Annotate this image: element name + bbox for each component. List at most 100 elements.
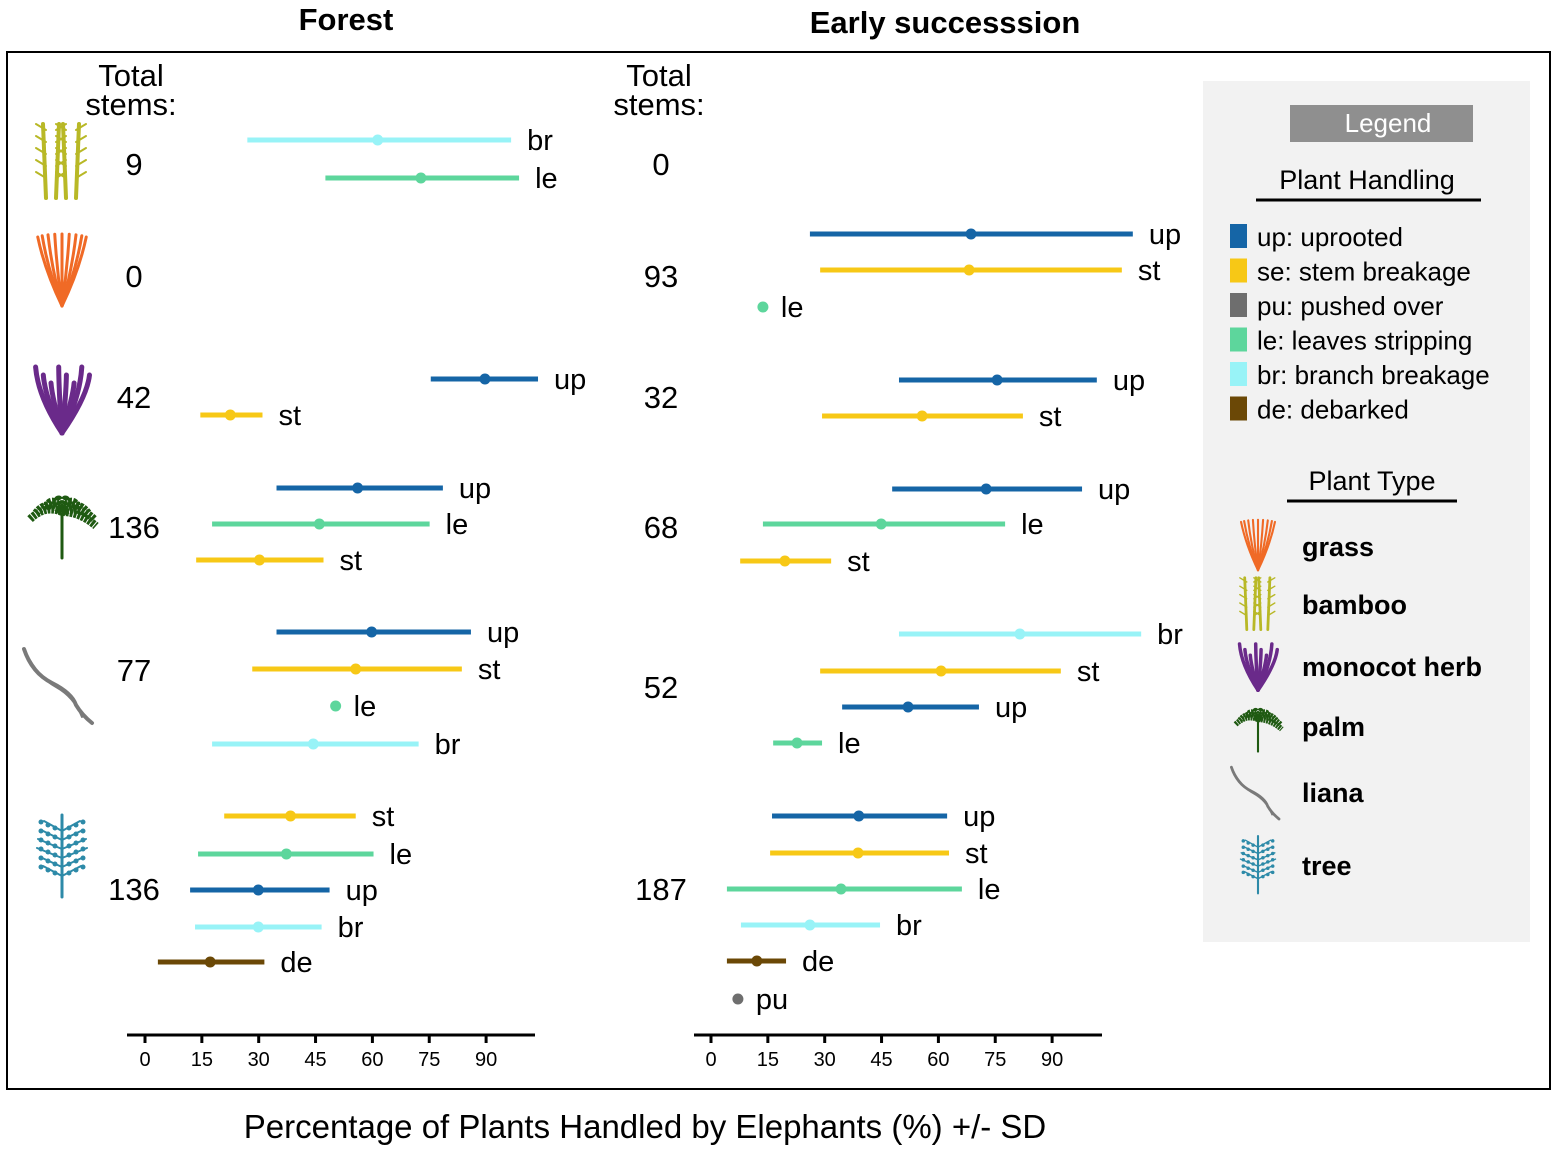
handling-label: le [535,163,558,195]
bamboo-icon [35,122,87,200]
handling-label: st [1039,401,1062,433]
total-stems-value: 9 [125,147,142,182]
legend-label: se: stem breakage [1257,257,1471,287]
panel-title-early: Early successsion [810,5,1081,40]
x-tick-label: 45 [870,1049,892,1071]
handling-label: st [1138,255,1161,287]
panel-forest: Total stems: 0 15 30 45 60 75 90 9 br le 0 42 up st 136 u… [22,58,586,1071]
handling-label: up [1113,365,1145,397]
monocot-herb-icon [1237,642,1279,692]
legend-type-label: bamboo [1302,590,1407,620]
mean-point-up [980,483,992,495]
group-bamboo: 9 br le [35,122,558,200]
legend-label: br: branch breakage [1257,360,1490,390]
handling-label: st [372,801,395,833]
mean-point-st [285,810,297,822]
x-tick-label: 30 [248,1049,270,1071]
legend-swatch [1230,362,1247,386]
total-stems-label: Total stems: [613,58,704,122]
x-tick-label: 0 [139,1049,150,1071]
x-tick-label: 15 [757,1049,779,1071]
mean-point-le [875,518,887,530]
total-stems-value: 77 [117,653,151,688]
legend-type-label: palm [1302,712,1365,742]
mean-point-up [902,701,914,713]
mean-point-br [804,919,816,931]
legend-background [1203,81,1530,942]
handling-label: st [1077,656,1100,688]
legend-label: de: debarked [1257,395,1409,425]
handling-label: up [487,617,519,649]
group-grass: 0 [36,232,143,308]
legend-swatch [1230,293,1247,317]
monocot-herb-icon [33,364,92,436]
panel-title-forest: Forest [299,2,394,37]
plot-frame [6,51,1551,1090]
legend-item-st: se: stem breakage [1230,257,1471,287]
mean-point-le [330,700,342,712]
mean-point-st [916,410,928,422]
legend-swatch [1230,258,1247,283]
handling-label: up [554,364,586,396]
mean-point-le [791,737,803,749]
mean-point-up [352,482,364,494]
group-palm: 68 up le st [644,474,1131,578]
total-stems-value: 136 [108,510,160,545]
mean-point-st [253,554,265,566]
total-stems-value: 93 [644,259,678,294]
legend-title-box [1290,105,1473,142]
mean-point-st [935,665,947,677]
mean-point-le [835,883,847,895]
legend-label: pu: pushed over [1257,291,1444,321]
x-tick-label: 75 [984,1049,1006,1071]
palm-icon [1233,707,1284,753]
liana-icon [1230,765,1281,821]
x-tick-label: 90 [1041,1049,1063,1071]
group-liana: 77 up st le br [22,617,519,761]
group-monocot-herb: 32 up st [644,365,1145,433]
handling-label: le [1021,509,1044,541]
mean-point-up [252,884,264,896]
handling-label: br [896,910,922,942]
legend-item-de: de: debarked [1230,395,1409,425]
x-tick-label: 45 [304,1049,326,1071]
legend-type-grass: grass [1239,518,1374,572]
x-tick-label: 90 [475,1049,497,1071]
mean-point-st [963,264,975,276]
legend-label: up: uprooted [1257,222,1403,252]
mean-point-de [751,955,763,967]
legend-type-label: monocot herb [1302,652,1482,682]
tree-icon [36,813,88,899]
grass-icon [1239,518,1277,572]
x-tick-label: 75 [418,1049,440,1071]
x-tick-label: 60 [927,1049,949,1071]
total-stems-value: 32 [644,380,678,415]
mean-point-st [350,663,362,675]
mean-point-le [313,518,325,530]
handling-label: br [435,729,461,761]
legend-item-up: up: uprooted [1230,222,1403,252]
total-stems-value: 0 [652,147,669,182]
handling-label: st [478,654,501,686]
handling-label: br [527,125,553,157]
handling-label: up [1149,219,1181,251]
handling-label: st [278,400,301,432]
bamboo-icon [1239,576,1276,631]
group-bamboo: 0 [652,147,669,182]
mean-point-pu [732,993,744,1005]
handling-label: br [338,912,364,944]
handling-label: le [781,292,804,324]
legend: Legend Plant Handling Plant Type up: upr… [1203,81,1530,942]
legend-type-liana: liana [1230,765,1365,821]
x-axis: 0 15 30 45 60 75 90 [694,1033,1102,1071]
mean-point-le [757,301,769,313]
legend-type-monocot-herb: monocot herb [1237,642,1482,692]
handling-label: de [280,947,312,979]
mean-point-up [479,373,491,385]
legend-type-palm: palm [1233,707,1365,753]
handling-label: le [978,874,1001,906]
total-stems-value: 187 [635,872,687,907]
